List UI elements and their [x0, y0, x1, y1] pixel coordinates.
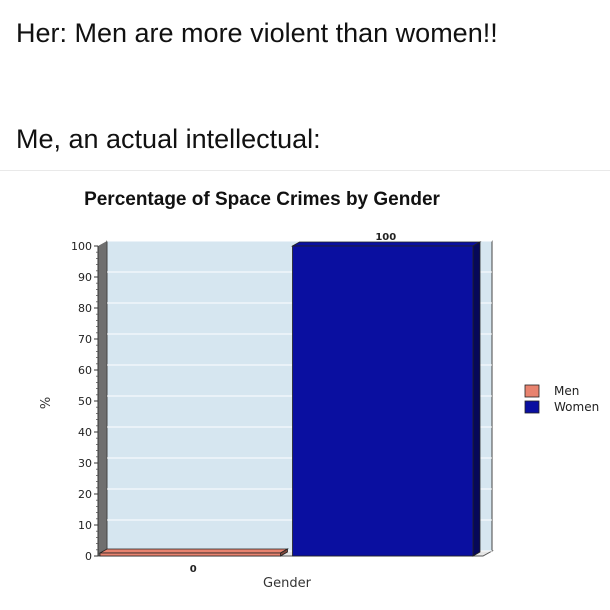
- chart-title: Percentage of Space Crimes by Gender: [84, 189, 440, 210]
- y-tick-label: 0: [85, 550, 92, 563]
- y-axis-ticks: 0 10 20 30 40 50 60 70 80 90 100: [71, 240, 98, 563]
- bars: [98, 241, 482, 557]
- data-labels: 0 100: [190, 232, 396, 575]
- legend-label-men: Men: [554, 384, 579, 398]
- y-tick-label: 40: [78, 426, 92, 439]
- data-label-men: 0: [190, 564, 197, 575]
- data-label-women: 100: [375, 232, 396, 243]
- legend-label-women: Women: [554, 400, 599, 414]
- bar-men: [98, 548, 290, 557]
- y-tick-label: 100: [71, 240, 92, 253]
- y-tick-label: 70: [78, 333, 92, 346]
- bar-top-face: [98, 548, 290, 554]
- divider: [0, 170, 610, 171]
- meme-caption-top: Her: Men are more violent than women!!: [16, 18, 498, 48]
- bar-front-face: [99, 552, 281, 557]
- legend-swatch-men: [524, 384, 540, 398]
- legend-swatch-women: [524, 400, 540, 414]
- y-tick-label: 60: [78, 364, 92, 377]
- bar-women: [290, 241, 482, 557]
- y-tick-label: 10: [78, 519, 92, 532]
- legend: Men Women: [524, 384, 599, 414]
- y-tick-label: 90: [78, 271, 92, 284]
- x-axis-title: Gender: [263, 576, 312, 591]
- meme-caption-bottom: Me, an actual intellectual:: [16, 124, 321, 154]
- bar-front-face: [292, 245, 474, 557]
- y-axis-title: %: [39, 397, 54, 409]
- bar-side-face: [472, 241, 481, 557]
- y-tick-label: 20: [78, 488, 92, 501]
- y-tick-label: 30: [78, 457, 92, 470]
- y-tick-label: 50: [78, 395, 92, 408]
- plot-side-wall: [98, 241, 107, 556]
- y-tick-label: 80: [78, 302, 92, 315]
- bar-chart: Percentage of Space Crimes by Gender 0 10…: [39, 189, 599, 591]
